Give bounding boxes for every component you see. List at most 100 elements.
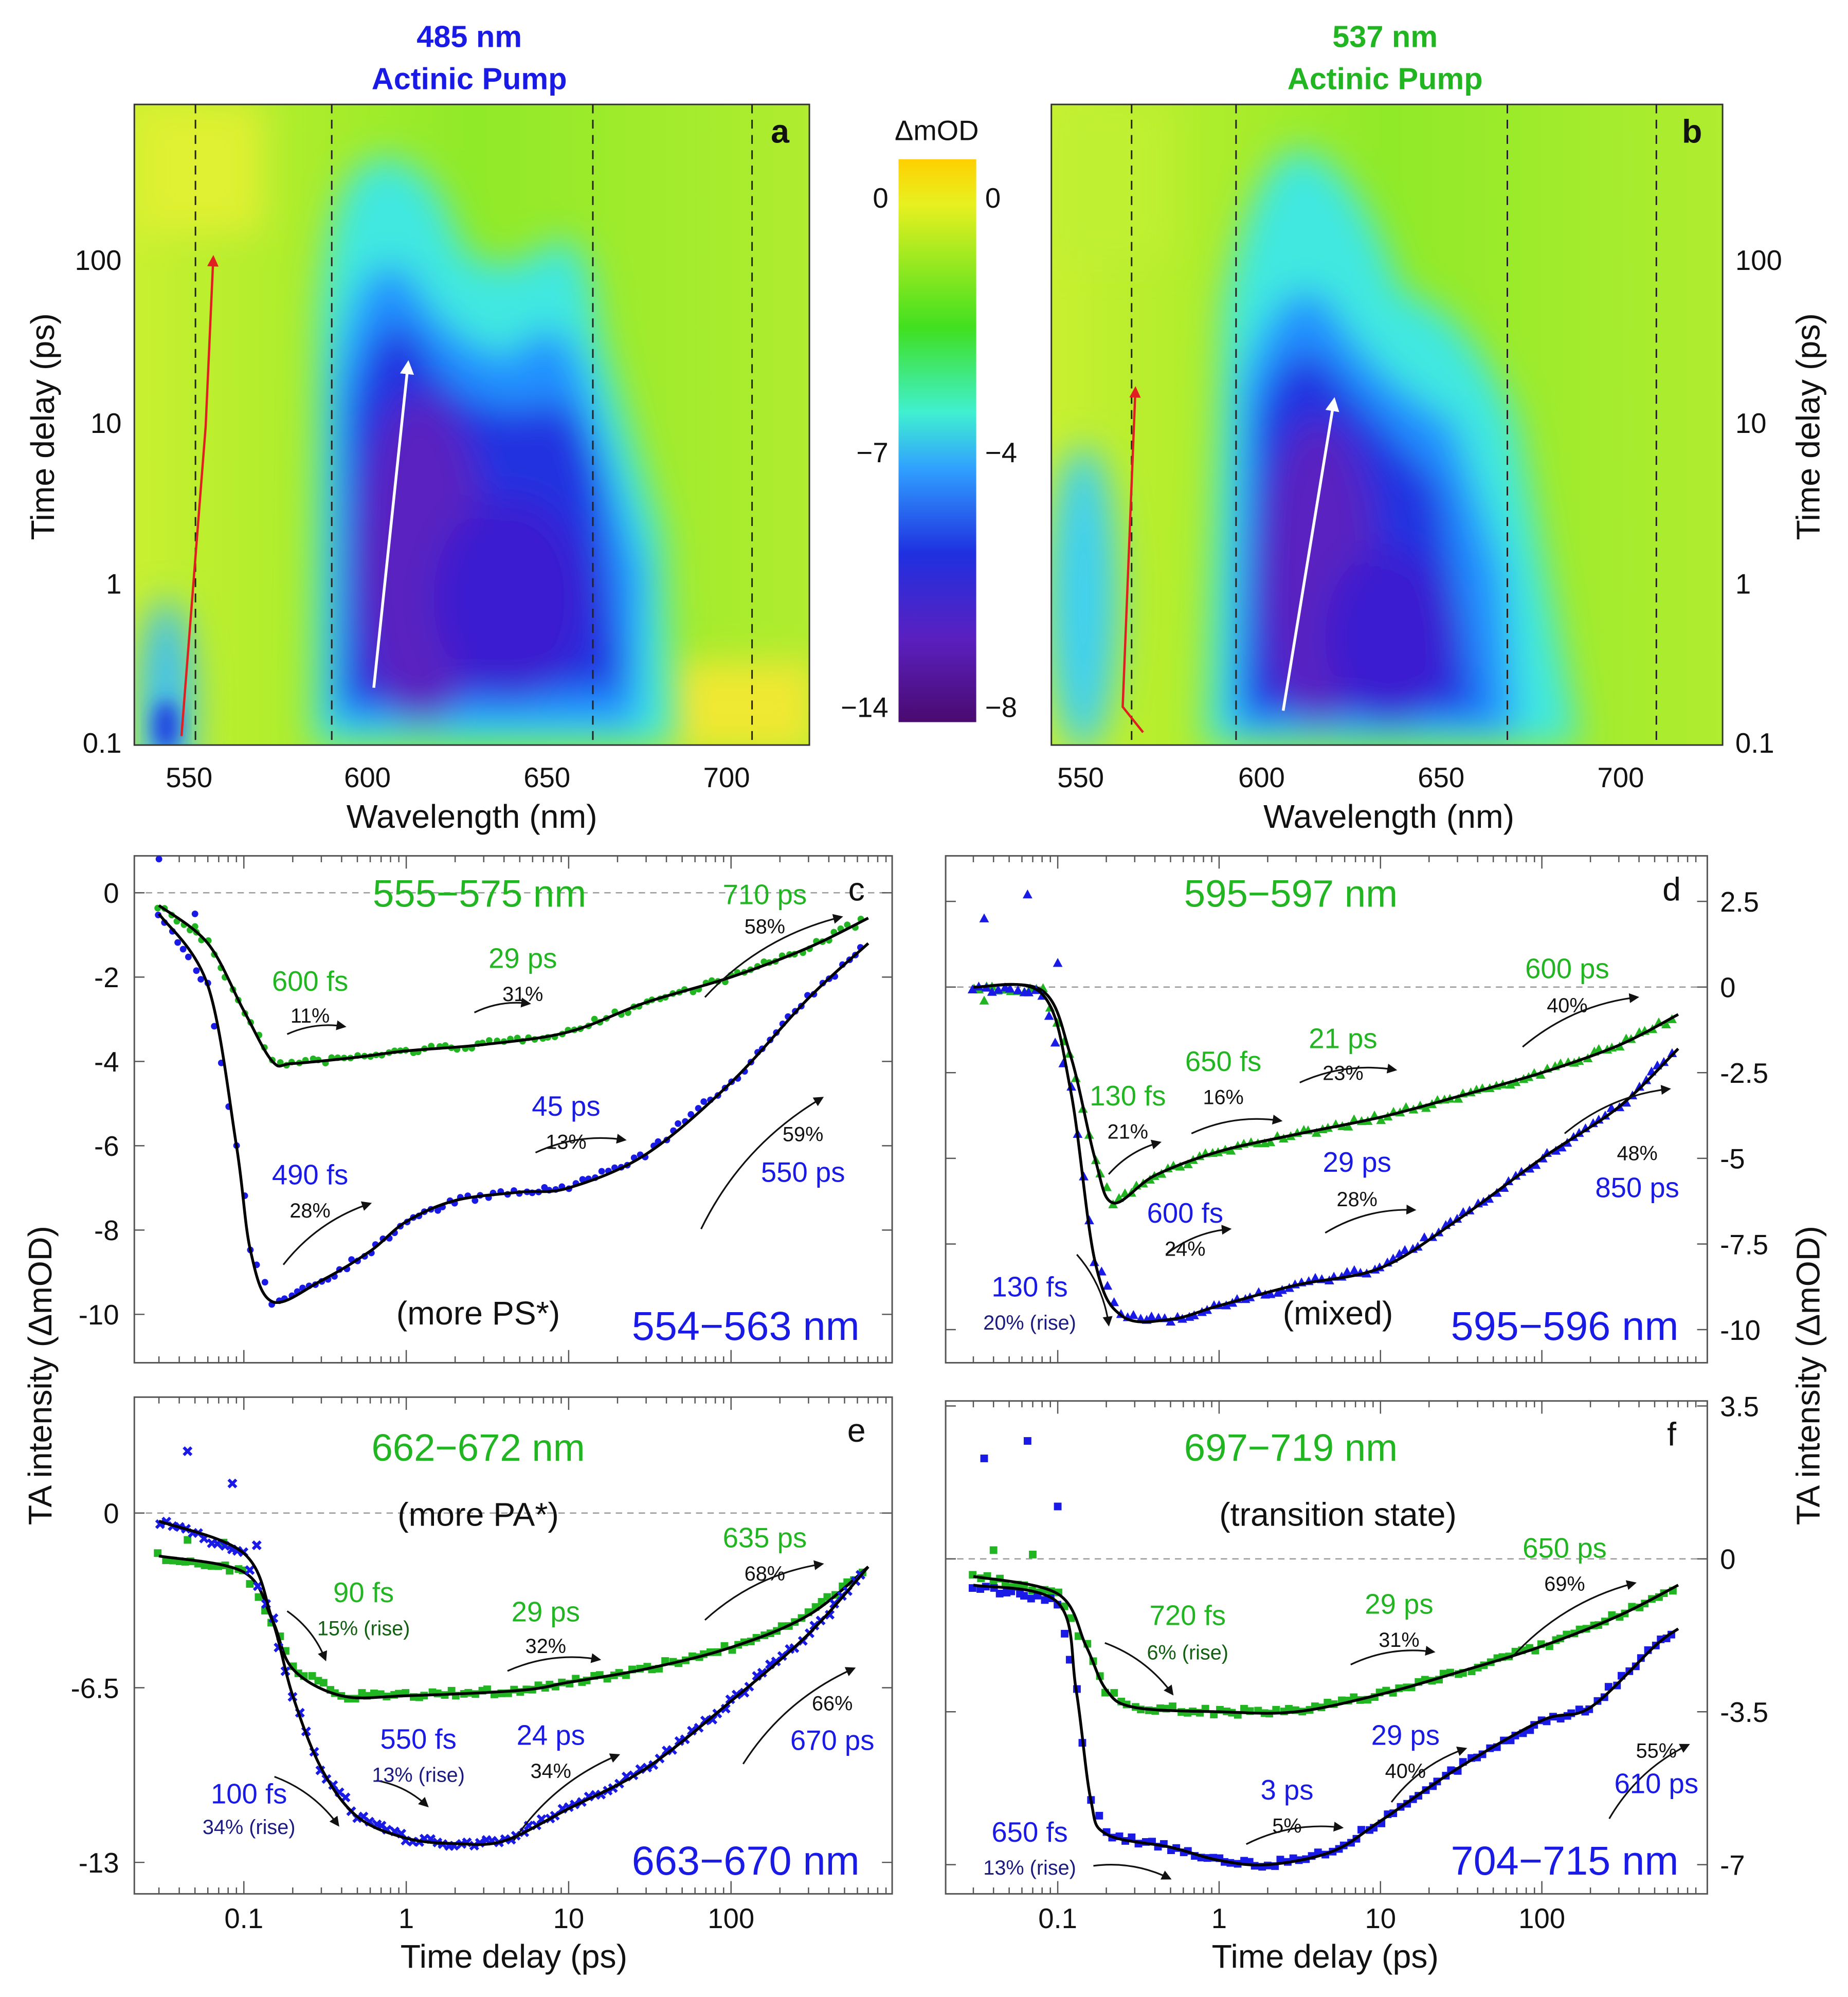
- data-point: [1394, 1249, 1405, 1258]
- y-tick-label: -4: [94, 1046, 119, 1078]
- lifetime-arrow: [1108, 1139, 1162, 1175]
- y-tick-label: 0: [103, 878, 119, 909]
- data-point: [226, 1567, 234, 1575]
- data-point: [1276, 1856, 1284, 1864]
- panel-label-a: a: [771, 113, 790, 150]
- panel-label-b: b: [1682, 113, 1702, 150]
- data-point: [1054, 1502, 1062, 1511]
- annotation-label: 58%: [745, 916, 785, 938]
- colorbar-left-tick: −7: [857, 437, 889, 468]
- lifetime-arrow: [1522, 993, 1639, 1048]
- lifetime-arrow: [1350, 1646, 1436, 1665]
- lifetime-arrow: [1510, 1580, 1637, 1659]
- y-tick-label: 0.1: [1735, 728, 1774, 759]
- annotation-label: 662−672 nm: [371, 1426, 585, 1469]
- y-tick-label: 1: [106, 568, 121, 600]
- x-tick-label: 100: [708, 1903, 754, 1934]
- lifetime-arrow: [1076, 1254, 1113, 1327]
- plot-frame: [133, 855, 893, 1364]
- y-tick-label: 0: [1720, 1544, 1735, 1575]
- colorbar-right-tick: 0: [985, 183, 1001, 214]
- annotation-label: 31%: [1379, 1629, 1419, 1651]
- y-tick-label: -6.5: [71, 1673, 119, 1704]
- kinetics-panel-e: 0.1 1 10 100 0 -6.5 -13 e 662−672 nm (more PA*) 63…: [71, 1396, 893, 1934]
- data-point: [1029, 1550, 1037, 1558]
- annotation-label: 59%: [783, 1123, 823, 1146]
- data-point: [434, 1207, 441, 1214]
- x-tick-label: 1: [398, 1903, 414, 1934]
- data-point: [252, 1581, 263, 1591]
- annotation-label: 130 fs: [1090, 1080, 1166, 1112]
- data-point: [757, 1667, 767, 1678]
- y-tick-label: 0: [1720, 972, 1735, 1004]
- annotation-label: 600 fs: [272, 966, 348, 997]
- annotation-label: 24%: [1165, 1238, 1205, 1260]
- annotation-label: 13% (rise): [372, 1764, 465, 1786]
- data-point: [1095, 1811, 1103, 1820]
- data-point: [700, 1098, 708, 1105]
- data-point: [251, 1540, 262, 1550]
- y-tick-label: -2.5: [1720, 1058, 1768, 1089]
- annotation-label: 650 fs: [1185, 1046, 1261, 1077]
- data-point: [1067, 1614, 1075, 1622]
- data-point: [979, 995, 989, 1005]
- panel-label-d: d: [1662, 870, 1681, 907]
- x-tick-label: 600: [344, 762, 391, 793]
- annotation-label: 650 fs: [991, 1817, 1067, 1848]
- annotation-label: (more PS*): [396, 1295, 560, 1332]
- lifetime-arrow: [274, 1775, 339, 1827]
- data-point: [1342, 1267, 1352, 1276]
- y-tick-label: -7: [1720, 1849, 1745, 1881]
- annotation-label: 710 ps: [723, 879, 807, 911]
- annotation-label: 720 fs: [1150, 1600, 1226, 1631]
- annotation-label: 23%: [1322, 1062, 1363, 1085]
- lifetime-arrow: [1165, 1225, 1232, 1256]
- annotation-label: 68%: [745, 1563, 785, 1585]
- data-point: [1556, 1142, 1567, 1152]
- y-tick-label: -13: [79, 1847, 119, 1879]
- annotation-label: 550 ps: [761, 1157, 845, 1188]
- annotation-label: 45 ps: [532, 1091, 600, 1122]
- lifetime-arrow: [282, 1201, 372, 1265]
- annotation-label: 29 ps: [1371, 1720, 1440, 1751]
- data-point: [1421, 1103, 1431, 1112]
- y-tick-label: 0.1: [83, 728, 122, 759]
- panel-b-title-pump: Actinic Pump: [1288, 61, 1483, 96]
- lifetime-arrow: [704, 1560, 824, 1621]
- data-point: [1400, 1245, 1410, 1254]
- data-point: [1050, 1038, 1060, 1047]
- red-shift-arrow: [1121, 386, 1144, 733]
- annotation-label: 850 ps: [1595, 1172, 1679, 1203]
- colorbar-label: ΔmOD: [895, 115, 979, 146]
- data-point: [1593, 1044, 1604, 1054]
- annotation-label: (more PA*): [397, 1496, 559, 1533]
- x-tick-label: 0.1: [1038, 1903, 1077, 1934]
- annotation-label: 34%: [531, 1760, 571, 1783]
- data-point: [1024, 987, 1034, 996]
- data-point: [979, 913, 989, 922]
- y-tick-label: 0: [103, 1498, 119, 1530]
- data-point: [319, 1679, 328, 1687]
- annotation-label: 34% (rise): [203, 1816, 296, 1839]
- annotation-label: 40%: [1385, 1760, 1426, 1783]
- data-point: [1272, 1705, 1280, 1714]
- lifetime-arrow: [1104, 1642, 1174, 1696]
- annotation-label: 610 ps: [1615, 1768, 1699, 1800]
- data-point: [193, 967, 200, 974]
- y-tick-label: -8: [94, 1215, 119, 1246]
- annotation-label: 3 ps: [1260, 1774, 1313, 1806]
- colorbar-right-tick: −8: [985, 692, 1017, 723]
- annotation-label: 555−575 nm: [373, 873, 586, 915]
- annotation-label: (mixed): [1283, 1295, 1393, 1332]
- data-point: [777, 1651, 787, 1661]
- data-point: [1240, 1704, 1248, 1713]
- data-point: [1041, 1596, 1049, 1604]
- x-axis-label-f: Time delay (ps): [1212, 1938, 1439, 1975]
- red-shift-arrow: [180, 255, 219, 736]
- fit-curve: [158, 904, 869, 1068]
- x-tick-label: 550: [166, 762, 212, 793]
- data-point: [1147, 1311, 1156, 1321]
- annotation-label: 28%: [1337, 1188, 1378, 1211]
- y-tick-label: -3.5: [1720, 1697, 1768, 1728]
- data-point: [255, 1593, 263, 1601]
